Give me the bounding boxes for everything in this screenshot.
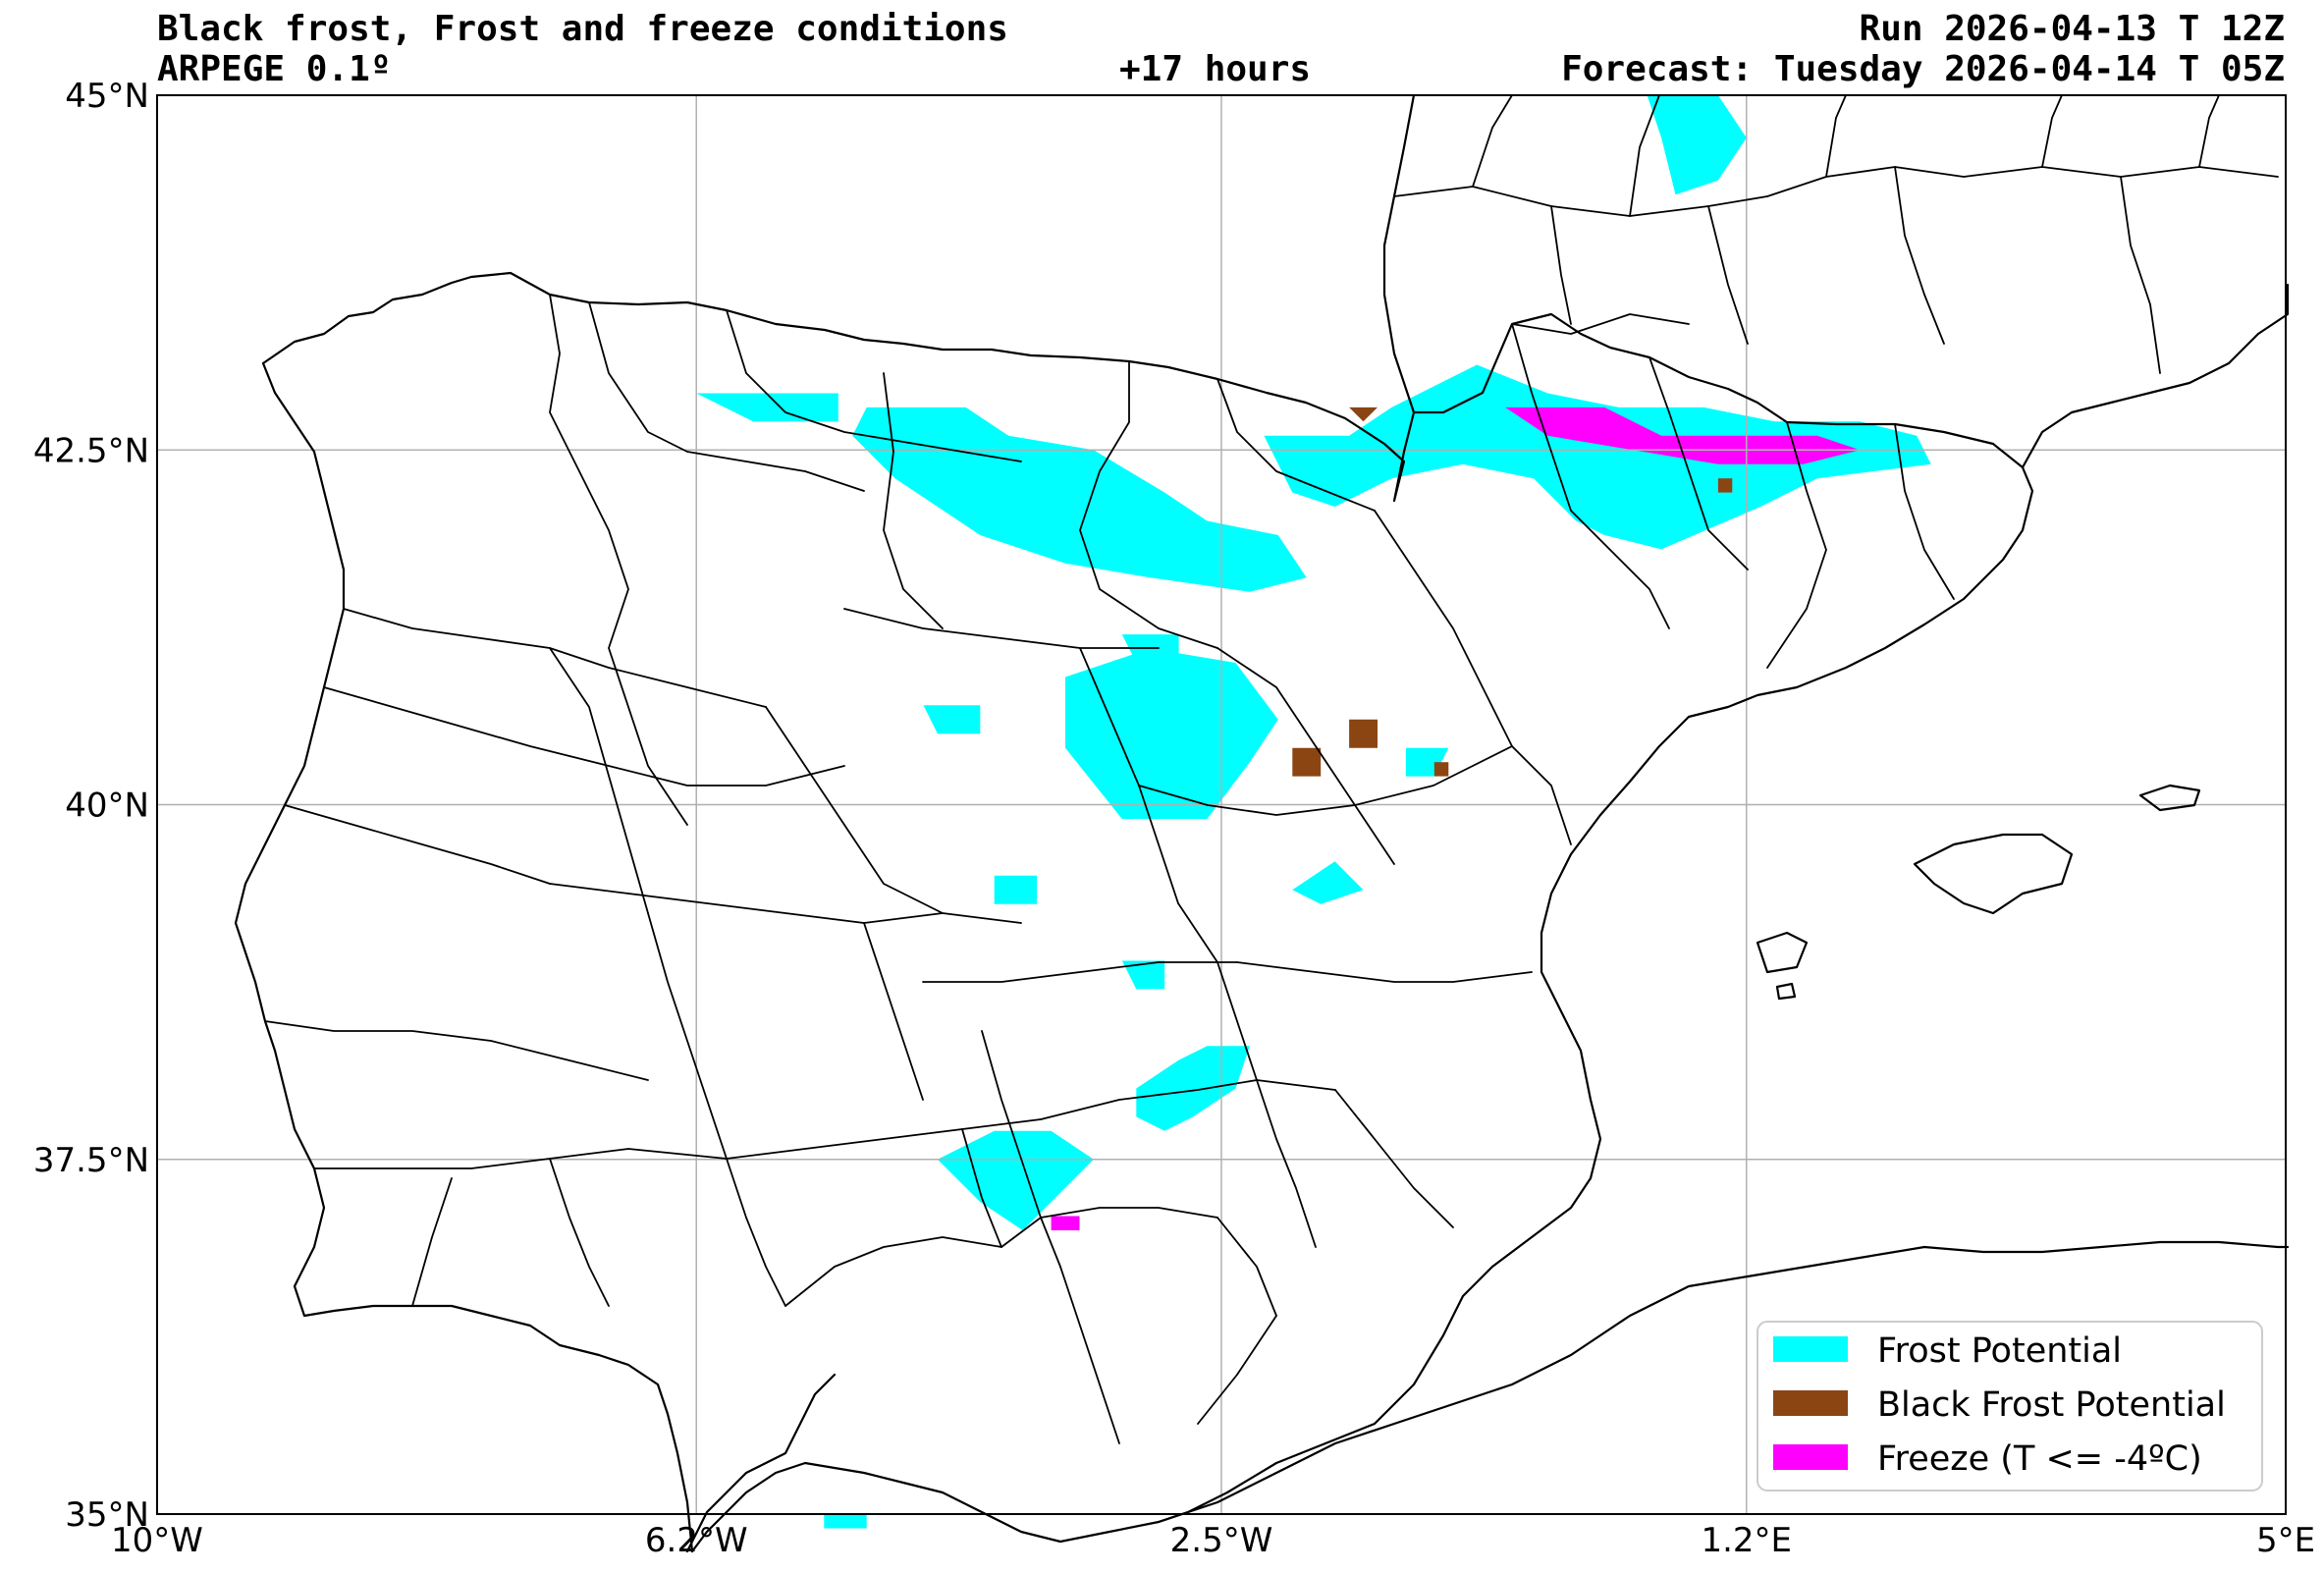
frost-area: [937, 1130, 1094, 1230]
black-frost-area: [1717, 478, 1733, 493]
legend-label-freeze: Freeze (T <= -4ºC): [1877, 1439, 2202, 1479]
legend-swatch-frost: [1773, 1336, 1848, 1362]
black-frost-area: [1292, 747, 1322, 777]
lead-time-label: +17 hours: [1119, 49, 1312, 89]
frost-area: [696, 393, 838, 422]
model-label: ARPEGE 0.1º: [157, 49, 392, 89]
x-tick-label: 6.2°W: [645, 1521, 748, 1560]
x-tick-label: 2.5°W: [1170, 1521, 1273, 1560]
axes-frame: [156, 94, 2287, 1515]
black-frost-area: [1349, 719, 1378, 748]
frost-area: [1264, 364, 1931, 550]
black-frost-area: [1349, 407, 1378, 422]
y-tick-label: 42.5°N: [33, 431, 149, 470]
map-title: Black frost, Frost and freeze conditions: [157, 9, 1008, 49]
tick-labels: 10°W 6.2°W 2.5°W 1.2°E 5°E 45°N 42.5°N 40°N 37.5…: [33, 77, 2315, 1560]
coastlines-and-borders: [234, 93, 2290, 1553]
y-tick-label: 35°N: [65, 1495, 149, 1535]
frost-area: [994, 875, 1038, 904]
frost-area: [1121, 960, 1165, 990]
y-tick-label: 40°N: [65, 786, 149, 826]
frost-area: [1647, 95, 1747, 195]
plot-frame: [156, 94, 2287, 1515]
frost-area: [1136, 1046, 1250, 1131]
legend-swatch-freeze: [1773, 1444, 1848, 1470]
frost-area: [1405, 747, 1449, 777]
frost-area: [1065, 648, 1278, 819]
legend-swatch-black-frost: [1773, 1390, 1848, 1416]
x-tick-label: 10°W: [111, 1521, 203, 1560]
x-tick-label: 1.2°E: [1701, 1521, 1792, 1560]
legend-frame: [1757, 1321, 2263, 1492]
gridlines: [156, 94, 2287, 1515]
y-tick-label: 37.5°N: [33, 1141, 149, 1180]
legend-label-black-frost: Black Frost Potential: [1877, 1385, 2226, 1425]
freeze-area: [1051, 1216, 1080, 1230]
frost-area: [852, 407, 1307, 592]
frost-area: [923, 705, 981, 734]
legend-label-frost: Frost Potential: [1877, 1331, 2122, 1371]
black-frost-area: [1433, 762, 1449, 777]
forecast-label: Forecast: Tuesday 2026-04-14 T 05Z: [1561, 49, 2285, 89]
run-label: Run 2026-04-13 T 12Z: [1859, 9, 2285, 49]
frost-area: [1292, 861, 1364, 904]
x-tick-label: 5°E: [2256, 1521, 2315, 1560]
legend: Frost Potential Black Frost Potential Fr…: [1757, 1321, 2263, 1492]
y-tick-label: 45°N: [65, 77, 149, 116]
frost-area: [824, 1514, 867, 1529]
